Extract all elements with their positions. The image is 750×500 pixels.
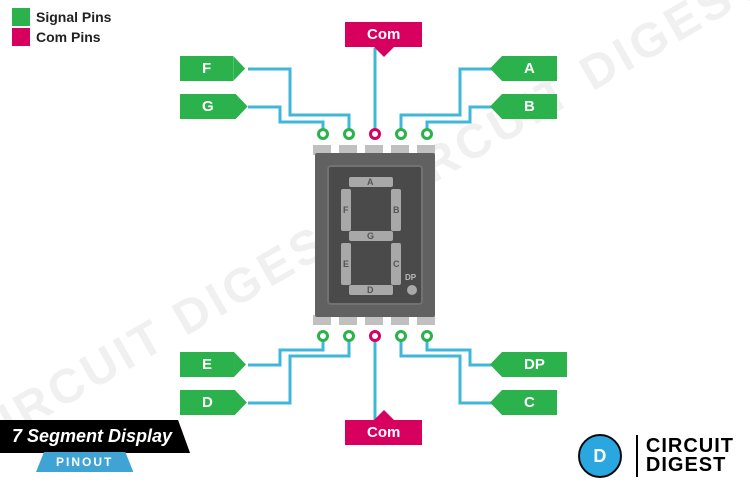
legend-com-swatch [12, 28, 30, 46]
wire [427, 107, 502, 134]
segment-f-label: F [343, 205, 349, 215]
brand-text: CIRCUIT DIGEST [646, 437, 734, 475]
pin-circle [395, 330, 407, 342]
pin-label-g: G [180, 94, 236, 119]
segment-dp [407, 285, 417, 295]
pin-circle [369, 128, 381, 140]
segment-e-label: E [343, 259, 349, 269]
pin-label-c: C [502, 390, 557, 415]
title-sub: PINOUT [36, 452, 133, 472]
pin-label-b: B [502, 94, 557, 119]
wire [248, 336, 349, 403]
pin-label-com: Com [345, 22, 422, 47]
pin-circle [421, 128, 433, 140]
seven-segment-component: A F B G E C D DP [305, 145, 445, 325]
legend: Signal Pins Com Pins [12, 8, 111, 48]
title-main: 7 Segment Display [0, 420, 190, 453]
pin-label-d: D [180, 390, 235, 415]
pin-circle [343, 128, 355, 140]
segment-dp-label: DP [405, 273, 416, 282]
pin-circle [421, 330, 433, 342]
pin-circle [395, 128, 407, 140]
wire [401, 69, 502, 134]
legend-signal-label: Signal Pins [36, 9, 111, 25]
wire [248, 69, 349, 134]
legend-signal: Signal Pins [12, 8, 111, 26]
pin-circle [369, 330, 381, 342]
display-area: A F B G E C D DP [327, 165, 423, 305]
legend-com: Com Pins [12, 28, 111, 46]
segment-a-label: A [367, 177, 374, 187]
wire [427, 336, 502, 365]
pin-label-a: A [502, 56, 557, 81]
pin-circle [317, 330, 329, 342]
wire [401, 336, 502, 403]
pin-circle [343, 330, 355, 342]
brand-logo-icon: D [578, 434, 622, 478]
segment-g-label: G [367, 231, 374, 241]
brand-line2: DIGEST [646, 456, 734, 475]
legend-signal-swatch [12, 8, 30, 26]
pin-label-dp: DP [502, 352, 567, 377]
footer-title: 7 Segment Display PINOUT [0, 420, 190, 472]
pin-label-com: Com [345, 420, 422, 445]
segment-d-label: D [367, 285, 374, 295]
wire [248, 336, 323, 365]
brand-separator [636, 435, 638, 477]
brand: D CIRCUIT DIGEST [578, 434, 734, 478]
wire [248, 107, 323, 134]
pin-label-e: E [180, 352, 234, 377]
segment-b-label: B [393, 205, 400, 215]
legend-com-label: Com Pins [36, 29, 101, 45]
segment-c-label: C [393, 259, 400, 269]
pin-label-f: F [180, 56, 233, 81]
pin-circle [317, 128, 329, 140]
